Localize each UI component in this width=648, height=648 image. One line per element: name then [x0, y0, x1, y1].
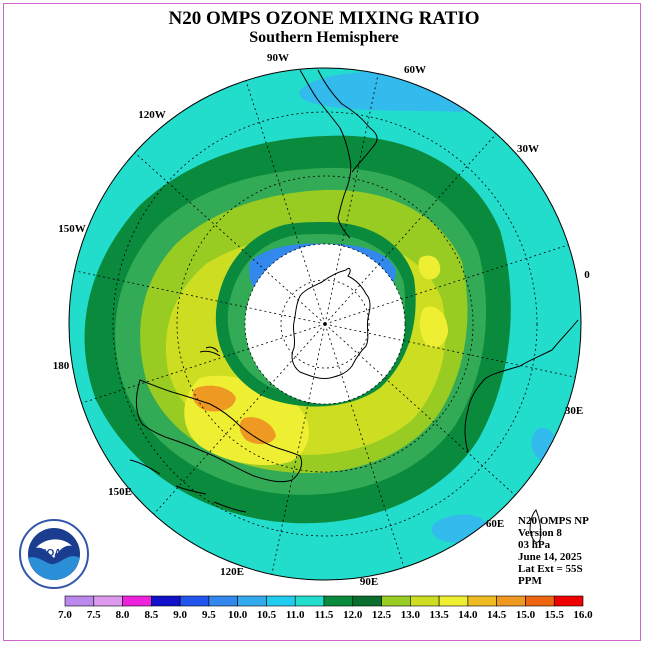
- figure-border: [3, 3, 641, 641]
- colorbar-swatch: [151, 595, 181, 607]
- colorbar-label: 14.0: [458, 609, 478, 621]
- ozone-level-13-13.5-north: [418, 255, 441, 280]
- info-line-version: Version 8: [518, 527, 562, 539]
- colorbar-label: 11.0: [286, 609, 305, 621]
- colorbar-swatch: [64, 595, 95, 607]
- lon-label-60w: 60W: [404, 64, 426, 76]
- madagascar-coast: [529, 509, 542, 543]
- colorbar-label: 9.5: [202, 609, 216, 621]
- lon-label-90e: 90E: [360, 576, 378, 588]
- indonesia-coast: [129, 459, 247, 513]
- lon-label-30e: 30E: [565, 405, 583, 417]
- colorbar-label: 14.5: [487, 609, 507, 621]
- lon-label-30w: 30W: [517, 143, 539, 155]
- colorbar-swatch: [553, 595, 584, 607]
- colorbar-label: 12.5: [372, 609, 392, 621]
- colorbar-swatch: [208, 595, 238, 607]
- info-line-date: June 14, 2025: [518, 551, 582, 563]
- colorbar-swatch: [525, 595, 555, 607]
- colorbar-label: 10.5: [257, 609, 277, 621]
- ozone-level-13-13.5-east: [419, 306, 448, 348]
- colorbar-swatch: [352, 595, 382, 607]
- colorbar-label: 13.0: [401, 609, 421, 621]
- colorbar-label: 10.0: [228, 609, 248, 621]
- ozone-level-14-14.5: [192, 385, 236, 412]
- colorbar-label: 15.0: [516, 609, 536, 621]
- colorbar-swatch: [237, 595, 267, 607]
- info-line-product: N20 OMPS NP: [518, 515, 589, 527]
- coastlines: [129, 69, 579, 543]
- colorbar-swatch: [122, 595, 152, 607]
- colorbar-swatch: [381, 595, 411, 607]
- map-subtitle: Southern Hemisphere: [249, 29, 399, 46]
- colorbar-label: 16.0: [573, 609, 593, 621]
- south-america-coast: [299, 69, 378, 239]
- colorbar-swatch: [294, 595, 325, 607]
- colorbar-swatch: [93, 595, 123, 607]
- ozone-level-14-14.5-south: [239, 417, 276, 445]
- colorbar-swatch: [323, 595, 354, 607]
- lon-label-90w: 90W: [267, 52, 289, 64]
- info-line-lat-extent: Lat Ext = 55S: [518, 563, 583, 575]
- lon-label-120e: 120E: [220, 566, 244, 578]
- colorbar-swatch: [438, 595, 469, 607]
- colorbar-swatch: [467, 595, 497, 607]
- noaa-logo: NOAA: [19, 519, 89, 589]
- map-title: N20 OMPS OZONE MIXING RATIO: [168, 8, 480, 29]
- lon-label-0: 0: [584, 269, 590, 281]
- colorbar-swatch: [179, 595, 210, 607]
- info-line-units: PPM: [518, 575, 542, 587]
- colorbar-label: 15.5: [545, 609, 565, 621]
- colorbar-label: 8.5: [144, 609, 158, 621]
- lon-label-60e: 60E: [486, 518, 504, 530]
- logo-text: NOAA: [39, 548, 68, 559]
- colorbar-label: 7.0: [58, 609, 72, 621]
- colorbar-swatch: [266, 595, 296, 607]
- graticule: [112, 111, 538, 537]
- colorbar-swatch: [410, 595, 440, 607]
- new-zealand-coast: [199, 346, 221, 357]
- africa-coast: [464, 319, 579, 453]
- colorbar-swatch: [496, 595, 526, 607]
- lon-label-150w: 150W: [58, 223, 86, 235]
- antarctica-coast: [291, 267, 371, 379]
- longitude-labels: 90W 60W 30W 0 30E 60E 90E 120E 150E 180 …: [53, 52, 591, 588]
- colorbar-label: 9.0: [173, 609, 187, 621]
- lon-label-150e: 150E: [108, 486, 132, 498]
- info-block: N20 OMPS NP Version 8 03 hPa June 14, 20…: [518, 515, 589, 587]
- colorbar-label: 7.5: [87, 609, 101, 621]
- colorbar-label: 13.5: [429, 609, 449, 621]
- colorbar-label: 12.0: [343, 609, 363, 621]
- map-boundary: [68, 67, 582, 581]
- colorbar-label: 8.0: [116, 609, 130, 621]
- australia-coast: [135, 379, 303, 483]
- lon-label-120w: 120W: [138, 109, 166, 121]
- info-line-level: 03 hPa: [518, 539, 551, 551]
- colorbar-label: 11.5: [315, 609, 334, 621]
- lon-label-180: 180: [53, 360, 70, 372]
